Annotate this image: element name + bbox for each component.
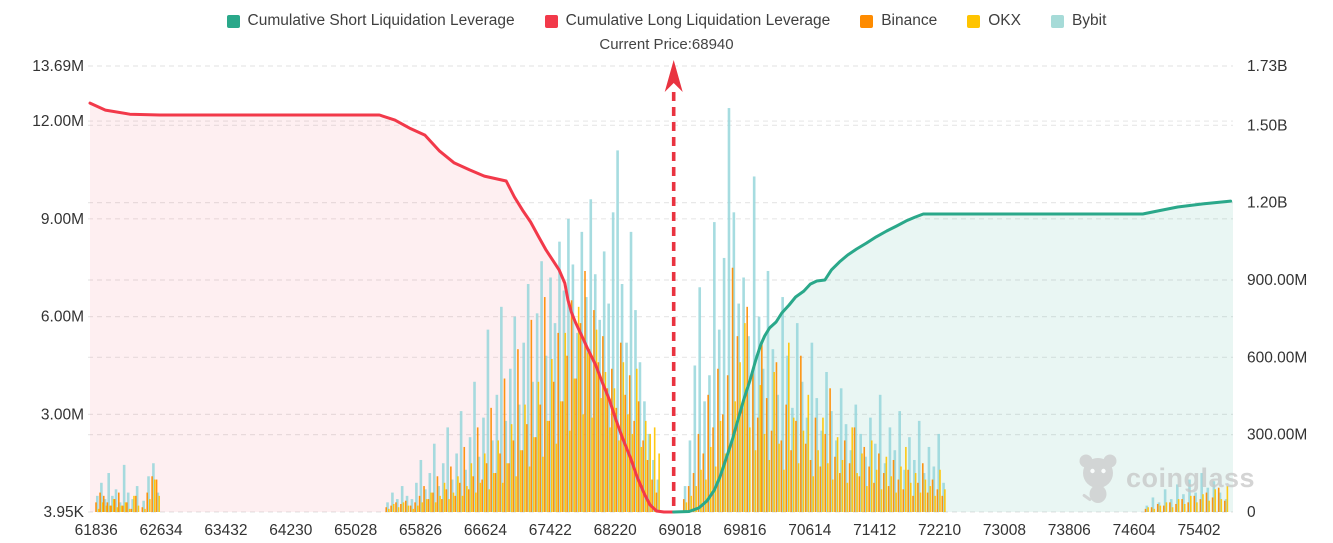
legend-item-bybit[interactable]: Bybit	[1050, 12, 1107, 30]
okx-swatch-icon	[967, 14, 981, 28]
legend-item-binance[interactable]: Binance	[860, 12, 937, 30]
bybit-swatch-icon	[1050, 14, 1064, 28]
current-price-line	[664, 60, 683, 512]
svg-text:66624: 66624	[464, 522, 507, 539]
x-axis-labels: 61836 62634 63432 64230 65028 65826 66624 67422…	[75, 522, 1221, 539]
svg-text:1.50B: 1.50B	[1247, 117, 1288, 134]
svg-text:74604: 74604	[1113, 522, 1156, 539]
svg-text:69816: 69816	[723, 522, 766, 539]
svg-text:73008: 73008	[983, 522, 1026, 539]
svg-text:70614: 70614	[788, 522, 831, 539]
svg-text:72210: 72210	[918, 522, 961, 539]
svg-text:75402: 75402	[1177, 522, 1220, 539]
svg-text:300.00M: 300.00M	[1247, 427, 1307, 444]
chart-legend: Cumulative Short Liquidation Leverage Cu…	[0, 12, 1333, 30]
svg-text:65028: 65028	[334, 522, 377, 539]
left-axis-labels: 13.69M 12.00M 9.00M 6.00M 3.00M 3.95K	[32, 58, 84, 521]
cumulative-lines-layer	[88, 101, 1233, 514]
svg-text:12.00M: 12.00M	[32, 113, 84, 130]
svg-text:71412: 71412	[853, 522, 896, 539]
svg-text:1.73B: 1.73B	[1247, 58, 1288, 75]
long-leverage-swatch-icon	[544, 14, 558, 28]
svg-text:9.00M: 9.00M	[41, 211, 84, 228]
current-price-label: Current Price:68940	[599, 36, 734, 53]
svg-text:62634: 62634	[139, 522, 182, 539]
svg-text:68220: 68220	[594, 522, 637, 539]
svg-text:63432: 63432	[204, 522, 247, 539]
legend-item-cumulative-short[interactable]: Cumulative Short Liquidation Leverage	[226, 12, 515, 30]
gridlines-layer	[88, 65, 1233, 513]
svg-text:69018: 69018	[658, 522, 701, 539]
svg-text:6.00M: 6.00M	[41, 309, 84, 326]
right-axis-labels: 1.73B 1.50B 1.20B 900.00M 600.00M 300.00M 0	[1247, 58, 1307, 521]
svg-text:900.00M: 900.00M	[1247, 272, 1307, 289]
svg-text:73806: 73806	[1048, 522, 1091, 539]
liquidation-bars-layer	[95, 108, 1229, 513]
legend-label: Binance	[881, 12, 938, 29]
legend-item-cumulative-long[interactable]: Cumulative Long Liquidation Leverage	[544, 12, 831, 30]
legend-item-okx[interactable]: OKX	[967, 12, 1021, 30]
svg-text:600.00M: 600.00M	[1247, 349, 1307, 366]
area-fills-layer	[90, 103, 1233, 512]
svg-text:0: 0	[1247, 504, 1256, 521]
svg-text:65826: 65826	[399, 522, 442, 539]
svg-text:1.20B: 1.20B	[1247, 195, 1288, 212]
short-leverage-swatch-icon	[226, 14, 240, 28]
svg-text:61836: 61836	[75, 522, 118, 539]
binance-swatch-icon	[860, 14, 874, 28]
legend-label: Bybit	[1071, 12, 1107, 29]
svg-text:13.69M: 13.69M	[32, 58, 84, 75]
svg-text:3.00M: 3.00M	[41, 406, 84, 423]
svg-text:3.95K: 3.95K	[43, 504, 84, 521]
svg-text:64230: 64230	[269, 522, 312, 539]
svg-text:67422: 67422	[529, 522, 572, 539]
legend-label: Cumulative Long Liquidation Leverage	[565, 12, 831, 29]
legend-label: Cumulative Short Liquidation Leverage	[247, 12, 515, 29]
legend-label: OKX	[988, 12, 1021, 29]
